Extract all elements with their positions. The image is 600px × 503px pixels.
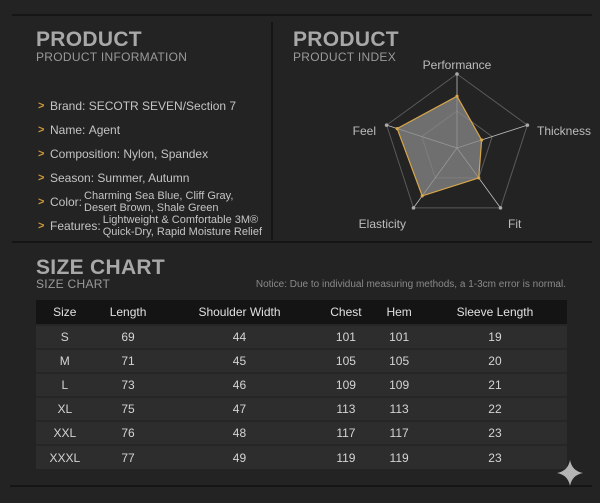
chevron-right-icon: > [38, 148, 45, 160]
table-cell: 75 [93, 396, 163, 421]
size-table: Size Length Shoulder Width Chest Hem Sleeve L… [36, 300, 567, 469]
list-item: > Season: Summer, Autumn [38, 171, 190, 185]
bottom-divider [10, 485, 592, 487]
radar-vertex-dot [525, 123, 530, 127]
table-cell: 105 [316, 348, 376, 373]
table-cell: 109 [316, 372, 376, 397]
list-item: > Name: Agent [38, 123, 121, 137]
table-cell: 117 [375, 420, 423, 445]
radar-series-shape [396, 95, 483, 197]
table-cell: 48 [162, 420, 317, 445]
table-cell: 77 [93, 444, 163, 469]
table-cell: 23 [422, 420, 567, 445]
vertical-divider [271, 22, 273, 240]
table-cell: 44 [162, 324, 317, 349]
table-cell: 117 [316, 420, 376, 445]
product-info-title: PRODUCT [36, 28, 142, 51]
radar-vertex-dot [455, 72, 459, 76]
radar-grid-ring [386, 73, 528, 209]
product-index-title: PRODUCT [293, 28, 399, 51]
axis-label-fit: Fit [508, 217, 522, 231]
column-header: Shoulder Width [162, 300, 317, 325]
size-chart-title: SIZE CHART [36, 256, 165, 279]
sparkle-icon [557, 460, 583, 486]
table-cell: 23 [422, 444, 567, 469]
middle-divider [12, 241, 592, 243]
table-cell: 21 [422, 372, 567, 397]
table-cell: 47 [162, 396, 317, 421]
table-cell: S [36, 324, 94, 349]
radar-data-point [395, 126, 399, 131]
table-cell: L [36, 372, 94, 397]
top-divider [12, 14, 592, 16]
column-header: Length [93, 300, 163, 325]
table-cell: 71 [93, 348, 163, 373]
column-header: Size [36, 300, 94, 325]
radar-vertex-dot [498, 206, 503, 210]
radar-chart: Performance Thickness Fit Elasticity Fee… [353, 58, 591, 231]
radar-vertex-dot [411, 206, 416, 210]
table-cell: 113 [375, 396, 423, 421]
axis-label-elasticity: Elasticity [359, 217, 406, 231]
column-header: Hem [375, 300, 423, 325]
table-row: M 71 45 105 105 20 [36, 348, 567, 373]
table-cell: 20 [422, 348, 567, 373]
radar-vertex-dot [384, 123, 389, 127]
table-cell: 119 [375, 444, 423, 469]
table-cell: 46 [162, 372, 317, 397]
product-info-list: > Brand: SECOTR SEVEN/Section 7 > Name: Ag… [38, 94, 278, 238]
table-row: S 69 44 101 101 19 [36, 324, 567, 349]
table-cell: 49 [162, 444, 317, 469]
axis-label-thickness: Thickness [537, 124, 591, 138]
table-row: XXXL 77 49 119 119 23 [36, 444, 567, 469]
table-cell: 101 [375, 324, 423, 349]
table-cell: XL [36, 396, 94, 421]
table-cell: XXL [36, 420, 94, 445]
chevron-right-icon: > [38, 196, 45, 208]
column-header: Chest [316, 300, 376, 325]
product-index-subtitle: PRODUCT INDEX [293, 50, 397, 64]
radar-data-point [480, 138, 484, 142]
size-chart-notice: Notice: Due to individual measuring meth… [255, 279, 566, 290]
table-cell: 76 [93, 420, 163, 445]
chevron-right-icon: > [38, 220, 45, 232]
table-row: XXL 76 48 117 117 23 [36, 420, 567, 445]
list-item: > Features: Lightweight & Comfortable 3M® Q… [38, 214, 263, 238]
axis-label-feel: Feel [353, 124, 376, 138]
table-cell: XXXL [36, 444, 94, 469]
radar-data-point [477, 176, 481, 180]
chevron-right-icon: > [38, 124, 45, 136]
column-header: Sleeve Length [422, 300, 567, 325]
product-info-subtitle: PRODUCT INFORMATION [36, 50, 188, 64]
table-cell: 19 [422, 324, 567, 349]
table-row: L 73 46 109 109 21 [36, 372, 567, 397]
table-cell: 73 [93, 372, 163, 397]
list-item: > Color: Charming Sea Blue, Cliff Gray, Des… [38, 190, 234, 214]
list-item: > Brand: SECOTR SEVEN/Section 7 [38, 99, 237, 113]
table-cell: M [36, 348, 94, 373]
table-cell: 113 [316, 396, 376, 421]
chevron-right-icon: > [38, 100, 45, 112]
table-cell: 119 [316, 444, 376, 469]
table-cell: 105 [375, 348, 423, 373]
table-cell: 101 [316, 324, 376, 349]
radar-data-point [455, 94, 459, 98]
chevron-right-icon: > [38, 172, 45, 184]
table-cell: 69 [93, 324, 163, 349]
radar-data-point [420, 194, 424, 198]
size-chart-subtitle: SIZE CHART [36, 277, 111, 291]
list-item: > Composition: Nylon, Spandex [38, 147, 209, 161]
table-cell: 22 [422, 396, 567, 421]
axis-label-performance: Performance [423, 58, 492, 72]
table-cell: 109 [375, 372, 423, 397]
table-row: XL 75 47 113 113 22 [36, 396, 567, 421]
table-cell: 45 [162, 348, 317, 373]
